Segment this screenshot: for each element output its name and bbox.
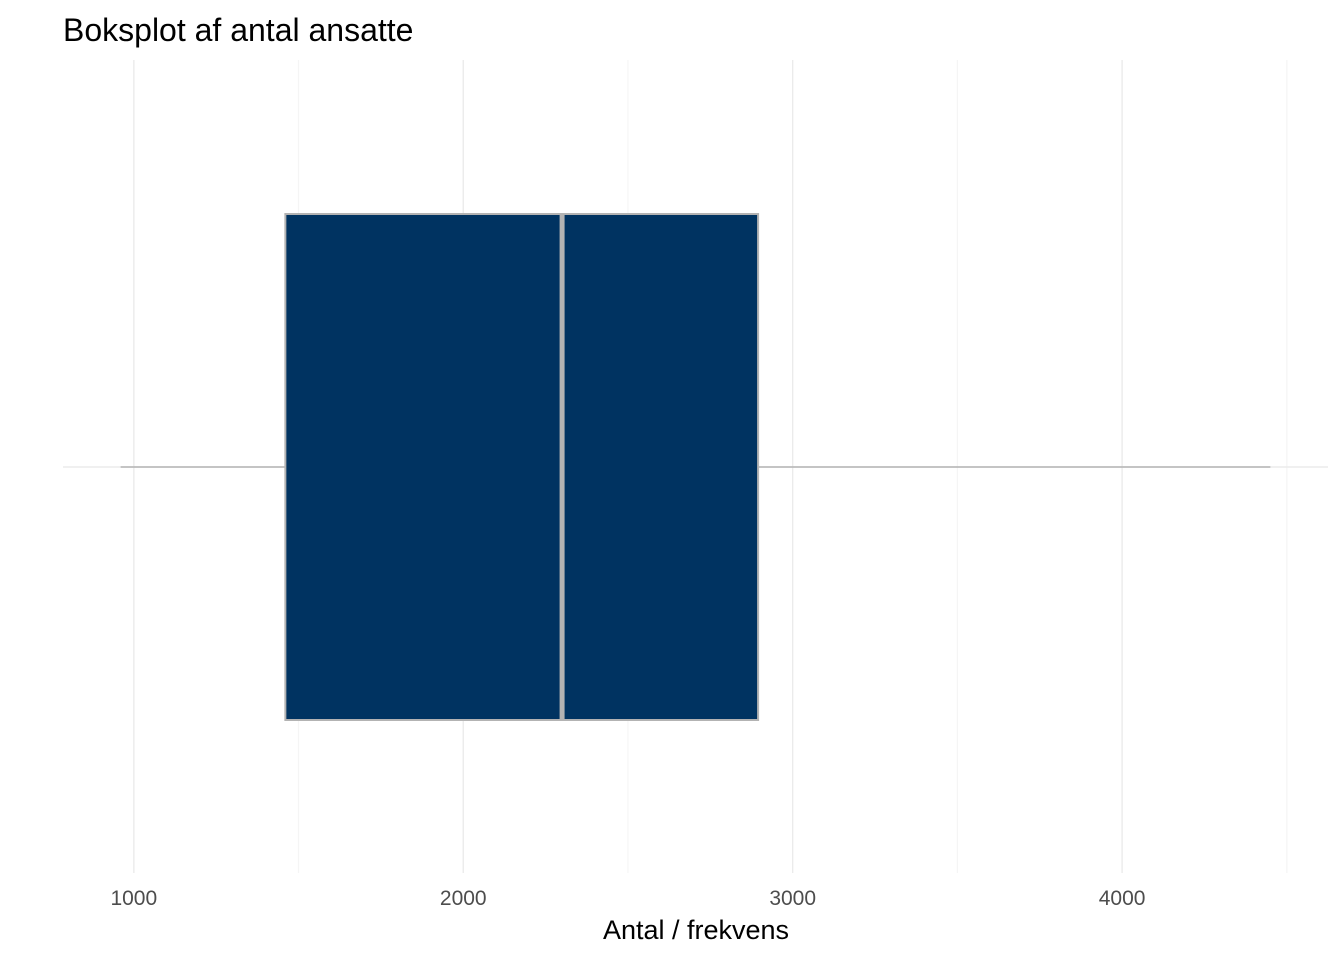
x-tick-label: 1000 — [110, 887, 157, 910]
x-tick-label: 2000 — [440, 887, 487, 910]
chart-title: Boksplot af antal ansatte — [63, 12, 413, 48]
x-tick-label: 3000 — [769, 887, 816, 910]
x-tick-labels: 1000 2000 3000 4000 — [110, 887, 1145, 910]
x-axis-title: Antal / frekvens — [603, 915, 789, 945]
box-upper-half — [561, 213, 760, 721]
x-tick-label: 4000 — [1099, 887, 1146, 910]
box-lower-half — [284, 213, 564, 721]
